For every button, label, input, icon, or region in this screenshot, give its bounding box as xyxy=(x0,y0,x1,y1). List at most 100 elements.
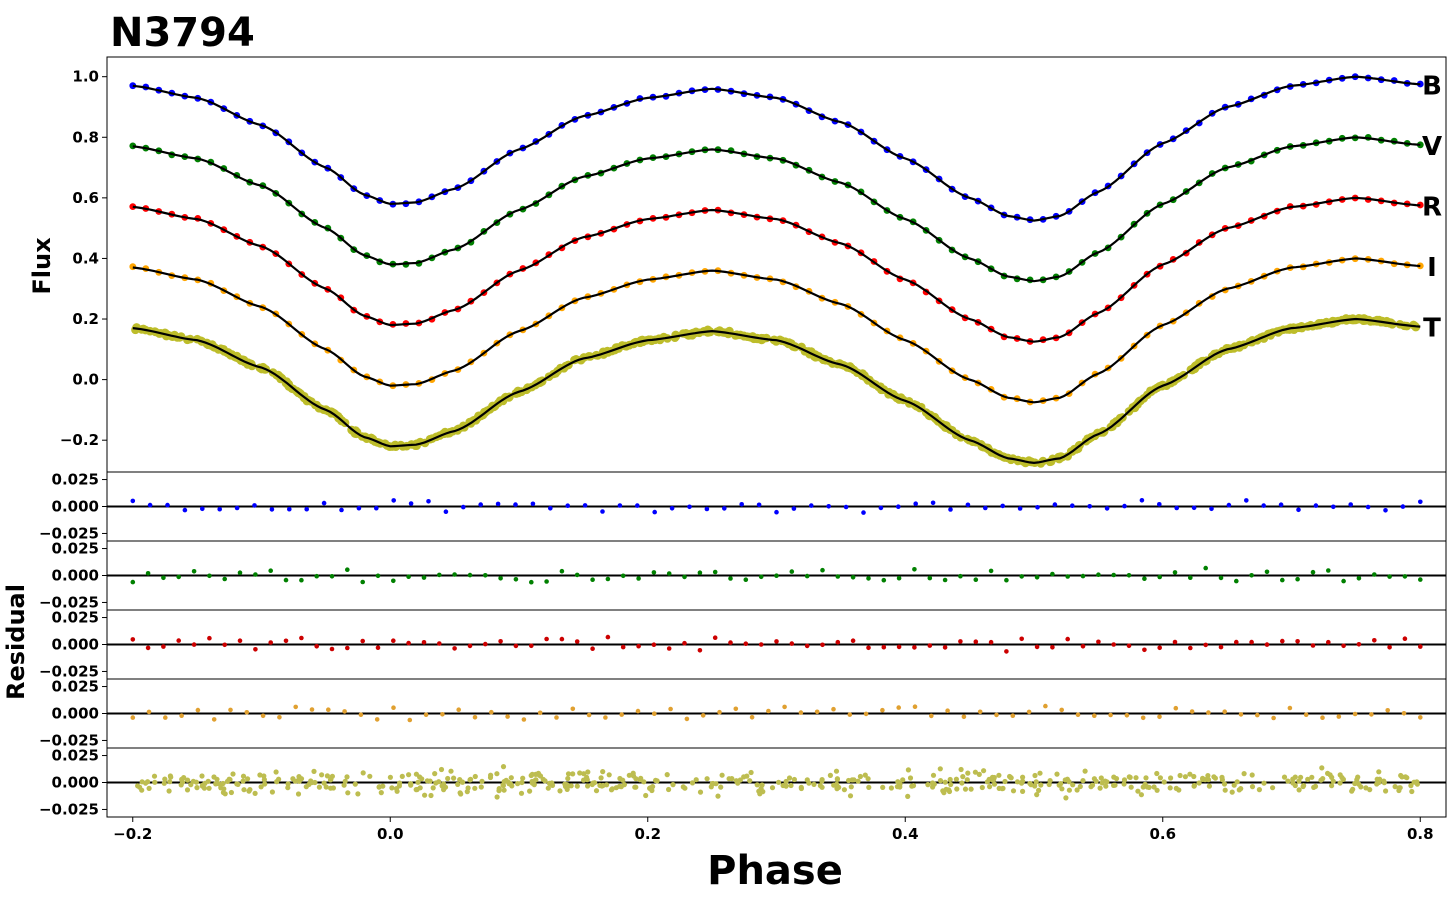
residual-point-V xyxy=(896,575,902,581)
residual-point-T xyxy=(1206,783,1212,789)
residual-point-T xyxy=(397,780,403,786)
residual-point-T xyxy=(834,786,840,792)
residual-point-V xyxy=(1019,574,1024,579)
residual-point-I xyxy=(1238,712,1244,717)
residual-point-B xyxy=(722,506,727,511)
residual-point-T xyxy=(574,783,580,789)
residual-point-T xyxy=(976,771,982,778)
residual-point-T xyxy=(135,783,141,789)
residual-point-B xyxy=(130,498,136,504)
xtick-label: 0.4 xyxy=(892,825,919,843)
residual-point-T xyxy=(880,784,886,791)
residual-point-T xyxy=(1033,779,1039,785)
residual-point-T xyxy=(1080,778,1086,784)
residual-point-V xyxy=(544,579,549,584)
residual-point-T xyxy=(533,777,539,783)
residual-point-R xyxy=(1050,645,1055,650)
residual-point-R xyxy=(636,643,641,649)
residual-point-T xyxy=(791,776,798,783)
residual-point-I xyxy=(440,712,445,717)
residual-point-R xyxy=(758,642,764,647)
residual-point-T xyxy=(1376,769,1382,775)
residual-point-T xyxy=(735,780,741,786)
residual-point-R xyxy=(590,646,595,651)
residual-point-T xyxy=(925,782,931,788)
residual-point-T xyxy=(240,773,247,779)
residual-ytick-label: −0.025 xyxy=(39,524,99,542)
residual-point-T xyxy=(408,782,414,788)
residual-point-T xyxy=(1330,778,1336,784)
residual-point-V xyxy=(1004,577,1009,583)
residual-point-R xyxy=(743,641,749,646)
residual-point-V xyxy=(483,573,488,578)
residual-point-I xyxy=(880,707,885,713)
residual-point-B xyxy=(374,505,379,511)
residual-point-T xyxy=(1221,781,1228,787)
residual-point-V xyxy=(774,573,779,578)
residual-point-B xyxy=(165,502,170,508)
residual-point-B xyxy=(269,507,275,512)
residual-point-T xyxy=(666,786,672,793)
residual-point-T xyxy=(328,776,334,782)
residual-point-T xyxy=(261,773,267,779)
residual-point-I xyxy=(1189,709,1195,714)
residual-point-T xyxy=(467,777,473,783)
residual-point-R xyxy=(1203,642,1208,648)
residual-point-T xyxy=(670,782,676,788)
residual-point-T xyxy=(417,785,423,791)
residual-point-R xyxy=(820,642,825,648)
residual-point-T xyxy=(445,775,451,782)
residual-point-T xyxy=(296,774,302,780)
residual-point-T xyxy=(355,791,361,797)
residual-point-V xyxy=(130,579,136,585)
residual-point-T xyxy=(230,771,236,777)
residual-point-T xyxy=(565,775,571,782)
residual-point-T xyxy=(769,785,776,791)
residual-point-B xyxy=(1035,505,1040,510)
residual-point-I xyxy=(505,714,510,719)
residual-point-T xyxy=(378,790,384,796)
residual-point-I xyxy=(1418,715,1423,720)
residual-point-T xyxy=(1010,788,1017,794)
residual-point-V xyxy=(1111,572,1116,578)
residual-point-T xyxy=(948,781,954,788)
residual-point-R xyxy=(850,638,856,643)
residual-point-R xyxy=(513,643,519,649)
residual-point-T xyxy=(604,782,610,788)
residual-point-T xyxy=(145,779,151,785)
residual-point-I xyxy=(1255,712,1260,718)
residual-point-T xyxy=(1309,774,1315,780)
residual-point-T xyxy=(841,787,848,793)
residual-point-T xyxy=(345,790,351,796)
residual-point-B xyxy=(408,501,414,506)
residual-point-T xyxy=(930,772,937,778)
residual-point-B xyxy=(756,502,762,508)
residual-point-B xyxy=(182,507,188,513)
residual-point-T xyxy=(1270,785,1276,791)
residual-point-V xyxy=(375,573,381,579)
residual-point-R xyxy=(1004,649,1009,654)
residual-point-V xyxy=(1096,572,1101,577)
residual-point-T xyxy=(1098,775,1104,781)
residual-point-T xyxy=(942,779,948,785)
residual-point-T xyxy=(214,776,220,782)
residual-point-V xyxy=(1126,573,1132,578)
residual-point-I xyxy=(700,713,706,718)
residual-point-T xyxy=(747,778,753,784)
residual-point-T xyxy=(1161,779,1167,785)
residual-point-T xyxy=(193,779,199,785)
residual-point-R xyxy=(942,645,948,650)
residual-point-R xyxy=(728,640,733,645)
residual-point-T xyxy=(600,769,606,775)
flux-ytick-label: −0.2 xyxy=(60,431,99,449)
residual-point-V xyxy=(1264,569,1270,575)
residual-point-V xyxy=(191,569,197,574)
model-curve-V xyxy=(132,136,1421,283)
residual-point-R xyxy=(283,638,289,644)
residual-point-T xyxy=(417,774,423,780)
residual-point-R xyxy=(973,639,979,644)
residual-point-B xyxy=(1400,504,1406,509)
residual-point-V xyxy=(1157,574,1162,580)
residual-point-B xyxy=(809,503,814,508)
residual-point-B xyxy=(600,509,605,514)
